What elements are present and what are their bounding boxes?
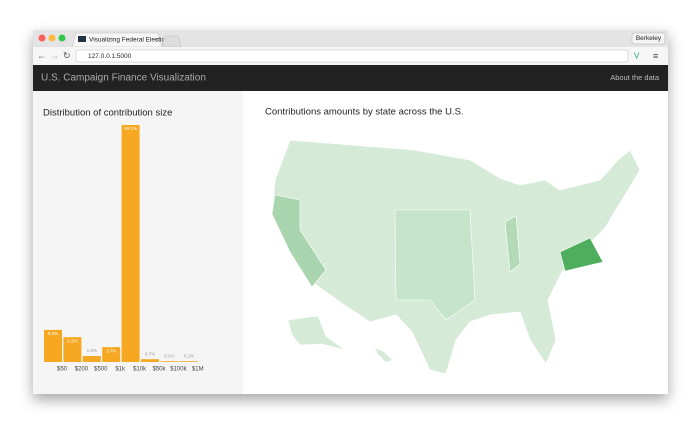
- bar: [63, 337, 82, 362]
- new-tab[interactable]: [161, 35, 182, 48]
- back-button[interactable]: ←: [37, 50, 46, 60]
- url[interactable]: 127.0.0.1:5000: [88, 53, 132, 60]
- x-tick-label: $100k: [170, 367, 187, 373]
- bar: [179, 361, 198, 362]
- value-label: 0.7%: [145, 351, 155, 356]
- menu-button[interactable]: ≡: [653, 51, 658, 61]
- minimize-button[interactable]: [48, 34, 56, 42]
- state-virginia[interactable]: [559, 237, 604, 272]
- tab-title[interactable]: Visualizing Federal Electio: [89, 37, 165, 44]
- state-california[interactable]: [271, 194, 327, 288]
- state-illinois[interactable]: [504, 215, 521, 273]
- bar: [44, 329, 62, 362]
- bar: [82, 355, 101, 362]
- state-region[interactable]: [394, 209, 476, 321]
- value-label: 3.7%: [106, 348, 116, 353]
- us-map: [271, 139, 641, 375]
- value-label: 1.5%: [87, 348, 97, 353]
- tab-icon: [78, 36, 86, 42]
- value-label: 8.0%: [48, 331, 58, 336]
- x-tick-label: $10k: [133, 367, 147, 373]
- navbar: [33, 65, 668, 91]
- reload-button[interactable]: ↻: [63, 50, 71, 60]
- value-label: 59.1%: [124, 126, 137, 131]
- chart-title: Distribution of contribution size: [43, 108, 172, 119]
- extension-icon[interactable]: V: [634, 52, 640, 61]
- forward-button[interactable]: →: [50, 50, 59, 60]
- zoom-button[interactable]: [58, 34, 66, 42]
- value-label: 6.2%: [67, 338, 77, 343]
- bar: [102, 347, 121, 362]
- profile-name[interactable]: Berkeley: [636, 35, 662, 42]
- navbar-brand[interactable]: U.S. Campaign Finance Visualization: [41, 73, 206, 84]
- x-tick-label: $1k: [115, 367, 126, 373]
- bar: [141, 359, 159, 362]
- x-tick-label: $200: [75, 367, 89, 373]
- bar: [121, 125, 140, 362]
- tab-close[interactable]: ×: [155, 37, 159, 44]
- value-label: 0.2%: [164, 353, 174, 358]
- map-title: Contributions amounts by state across th…: [265, 107, 464, 118]
- navbar-link[interactable]: About the data: [610, 73, 660, 82]
- state-hawaii[interactable]: [375, 348, 392, 362]
- x-tick-label: $1M: [192, 367, 204, 373]
- close-button[interactable]: [38, 34, 46, 42]
- bar: [160, 361, 179, 362]
- state-alaska[interactable]: [287, 315, 346, 351]
- x-tick-label: $50k: [152, 367, 166, 373]
- address-bar[interactable]: [75, 49, 629, 63]
- value-label: 0.2%: [184, 353, 194, 358]
- profile-button[interactable]: [631, 32, 666, 45]
- x-tick-label: $500: [94, 367, 108, 373]
- title-bar: [33, 30, 668, 47]
- x-tick-label: $50: [57, 367, 68, 373]
